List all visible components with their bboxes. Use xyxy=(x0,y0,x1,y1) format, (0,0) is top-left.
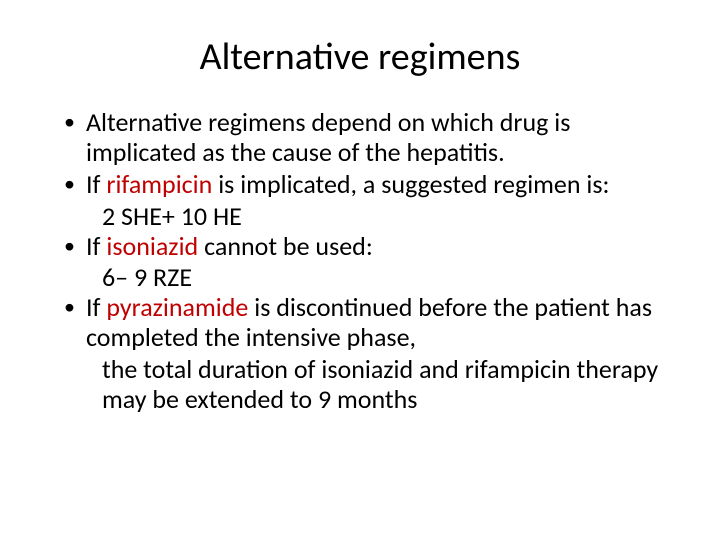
bullet-subline: 2 SHE+ 10 HE xyxy=(64,202,672,232)
bullet-emph-text: isoniazid xyxy=(106,230,198,262)
bullet-item: Alternative regimens depend on which dru… xyxy=(64,108,672,168)
bullet-text: is implicated, a suggested regimen is: xyxy=(212,168,609,200)
bullet-item: If pyrazinamide is discontinued before t… xyxy=(64,293,672,353)
bullet-text: If xyxy=(86,168,106,200)
bullet-text: If xyxy=(86,291,106,323)
bullet-subline: the total duration of isoniazid and rifa… xyxy=(64,355,672,415)
bullet-emph-text: pyrazinamide xyxy=(106,291,248,323)
bullet-list: Alternative regimens depend on which dru… xyxy=(48,108,672,415)
bullet-text: If xyxy=(86,230,106,262)
bullet-text: Alternative regimens depend on which dru… xyxy=(86,106,570,168)
bullet-item: If isoniazid cannot be used: xyxy=(64,232,672,262)
bullet-emph-text: rifampicin xyxy=(106,168,212,200)
bullet-item: If rifampicin is implicated, a suggested… xyxy=(64,170,672,200)
bullet-text: cannot be used: xyxy=(198,230,373,262)
bullet-subline: 6– 9 RZE xyxy=(64,263,672,293)
slide: Alternative regimens Alternative regimen… xyxy=(0,0,720,540)
slide-title: Alternative regimens xyxy=(48,34,672,80)
